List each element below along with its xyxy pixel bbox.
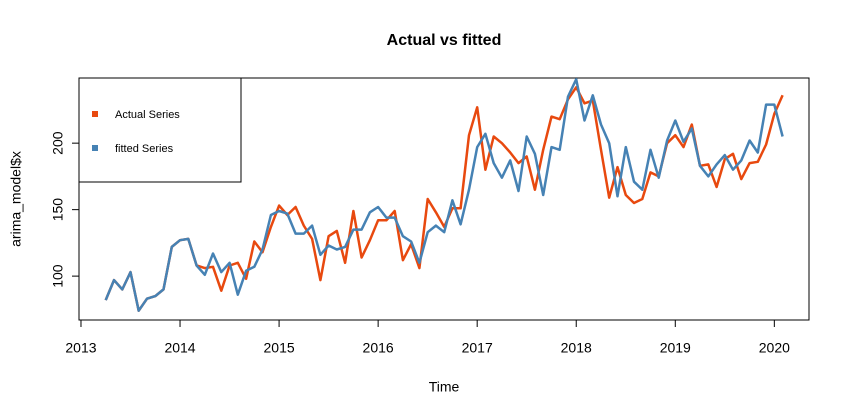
x-tick-label: 2020 — [759, 340, 790, 356]
x-axis-label: Time — [429, 379, 460, 395]
legend-box — [78, 77, 242, 183]
y-axis-label: arima_model$x — [8, 151, 24, 247]
legend-label: fitted Series — [115, 143, 174, 155]
legend-label: Actual Series — [115, 109, 180, 121]
x-tick-label: 2015 — [264, 340, 295, 356]
y-tick-label: 100 — [50, 264, 66, 288]
plot-frame — [78, 77, 810, 321]
series-line — [104, 78, 784, 312]
x-tick-label: 2017 — [462, 340, 493, 356]
x-tick-label: 2014 — [164, 340, 195, 356]
x-tick-label: 2013 — [65, 340, 96, 356]
x-tick-label: 2019 — [660, 340, 691, 356]
x-tick-label: 2016 — [363, 340, 394, 356]
y-tick-label: 150 — [50, 198, 66, 222]
x-tick-label: 2018 — [561, 340, 592, 356]
series-line — [104, 86, 784, 312]
legend-swatch — [92, 145, 98, 151]
y-tick-label: 200 — [50, 131, 66, 155]
legend-swatch — [92, 111, 98, 117]
chart-title: Actual vs fitted — [387, 32, 502, 49]
